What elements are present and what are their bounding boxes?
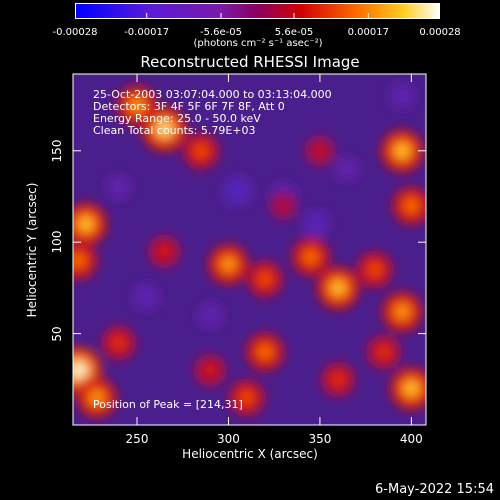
annotation-detectors: Detectors: 3F 4F 5F 6F 7F 8F, Att 0 xyxy=(93,100,285,113)
heatmap-hot-spot xyxy=(89,390,105,405)
annotation-energy: Energy Range: 25.0 - 50.0 keV xyxy=(93,112,261,125)
heatmap-cold-spot xyxy=(114,182,124,193)
heatmap-hot-spot xyxy=(194,144,208,158)
heatmap-hot-spot xyxy=(403,380,420,397)
heatmap-hot-spot xyxy=(112,336,126,350)
heatmap-hot-spot xyxy=(303,249,318,264)
colorbar-unit-label: (photons cm⁻² s⁻¹ asec⁻²) xyxy=(193,38,323,49)
heatmap-hot-spot xyxy=(314,145,326,157)
heatmap-hot-spot xyxy=(377,345,391,359)
colorbar-ticks xyxy=(75,13,440,19)
y-tick-label: 50 xyxy=(50,325,64,342)
annotation-counts: Clean Total counts: 5.79E+03 xyxy=(93,124,256,137)
plot-frame xyxy=(72,73,427,426)
x-tick-label: 400 xyxy=(399,432,423,446)
x-tick-label: 350 xyxy=(308,432,332,446)
heatmap-cold-spot xyxy=(397,91,408,101)
axis-ticks xyxy=(73,74,426,425)
heatmap-cold-spot xyxy=(141,291,152,303)
y-axis-label: Heliocentric Y (arcsec) xyxy=(25,182,39,318)
heatmap-hot-spot xyxy=(258,272,272,286)
chart-title: Reconstructed RHESSI Image xyxy=(140,53,360,71)
heatmap-hot-spot xyxy=(278,200,289,211)
colorbar-tick-label: 5.6e-05 xyxy=(274,27,314,38)
heatmap-hot-spot xyxy=(394,304,410,320)
heatmap-hot-spot xyxy=(258,344,273,359)
colorbar-tick-label: -5.6e-05 xyxy=(200,27,242,38)
heatmap-hot-spot xyxy=(129,97,145,113)
annotation-time: 25-Oct-2003 03:07:04.000 to 03:13:04.000 xyxy=(93,88,332,101)
heatmap-hot-spot xyxy=(78,216,94,232)
heatmap-cold-spot xyxy=(232,185,244,197)
colorbar-tick-label: -0.00028 xyxy=(52,27,98,38)
y-tick-label: 100 xyxy=(50,230,64,254)
heatmap-hot-spot xyxy=(158,245,171,258)
heatmap-hot-spot xyxy=(204,364,217,377)
heatmap-hot-spot xyxy=(156,120,173,137)
heatmap-hot-spot xyxy=(368,262,382,277)
colorbar-tick-label: -0.00017 xyxy=(124,27,170,38)
heatmap-hot-spot xyxy=(330,280,346,296)
heatmap-hot-spot xyxy=(240,390,254,405)
colorbar-tick-label: 0.00028 xyxy=(419,27,461,38)
heatmap-hot-spot xyxy=(73,253,86,268)
heatmap-cold-spot xyxy=(342,164,353,174)
x-tick-label: 300 xyxy=(217,432,240,446)
heatmap-cold-spot xyxy=(205,310,216,321)
heatmap-cold-spot xyxy=(311,218,322,230)
x-axis-label: Heliocentric X (arcsec) xyxy=(182,447,318,461)
peak-label: Position of Peak = [214,31] xyxy=(93,398,243,411)
heatmap-hot-spot xyxy=(73,361,87,379)
heatmap-hot-spot xyxy=(331,372,345,386)
colorbar-tick-label: 0.00017 xyxy=(347,27,389,38)
colorbar xyxy=(75,3,440,19)
footer-date: 6-May-2022 15:54 xyxy=(375,482,494,497)
heatmap-hot-spot xyxy=(221,256,236,272)
y-tick-label: 150 xyxy=(50,139,64,163)
x-tick-label: 250 xyxy=(125,432,149,446)
heatmap-background xyxy=(73,74,426,425)
heatmap-hot-spot xyxy=(394,143,410,159)
heatmap-hot-spot xyxy=(404,198,419,213)
